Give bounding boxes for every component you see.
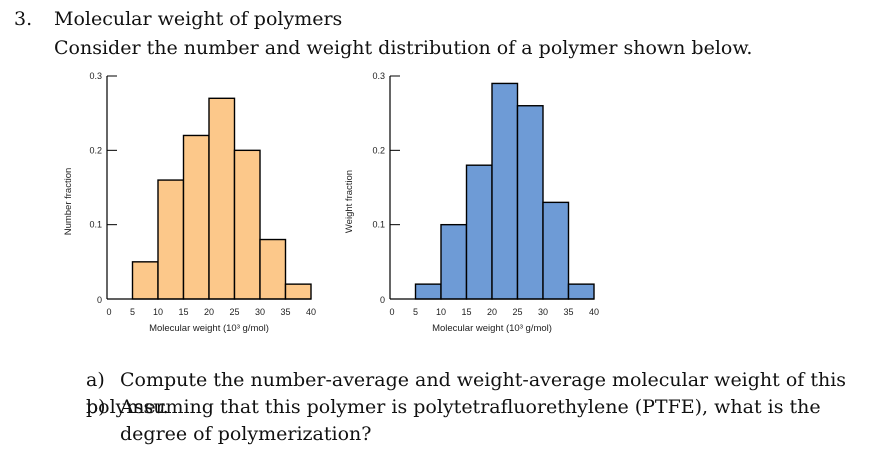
weight-bar: [516, 105, 544, 300]
weight-x-tick-label: 25: [512, 307, 522, 317]
number-bar: [182, 134, 210, 300]
number-x-tick-label: 20: [204, 307, 214, 317]
weight-y-tick-label: 0: [380, 295, 385, 305]
number-x-tick-label: 10: [153, 307, 163, 317]
part-b-text: Assuming that this polymer is polytetraf…: [120, 396, 821, 445]
part-a: a) Compute the number-average and weight-…: [86, 367, 870, 421]
number-bar: [208, 97, 236, 300]
question-title: Molecular weight of polymers: [54, 8, 343, 30]
number-x-tick-label: 15: [178, 307, 188, 317]
weight-x-tick-label: 35: [563, 307, 573, 317]
part-b-label: b): [86, 396, 106, 418]
number-x-tick-label: 5: [130, 307, 135, 317]
question-intro: Consider the number and weight distribut…: [54, 37, 753, 59]
weight-x-axis-label: Molecular weight (10³ g/mol): [432, 323, 552, 334]
number-bar: [233, 149, 261, 300]
number-y-tick-label: 0: [97, 295, 102, 305]
part-a-text: Compute the number-average and weight-av…: [86, 369, 847, 418]
number-x-tick-label: 40: [306, 307, 316, 317]
number-fraction-chart: 0 0.1 0.2 0.3 0 5 10 15 20 25 30 35 40 Molecular weig…: [63, 71, 316, 334]
weight-x-tick-label: 10: [436, 307, 446, 317]
number-bar: [157, 179, 185, 300]
question-number: 3.: [14, 8, 33, 30]
weight-bar: [542, 201, 570, 300]
part-a-label: a): [86, 369, 105, 391]
weight-y-tick-label: 0.2: [372, 145, 385, 155]
part-b: b) Assuming that this polymer is polytetr…: [86, 394, 856, 448]
number-bar: [131, 261, 159, 300]
weight-x-tick-label: 5: [413, 307, 418, 317]
weight-x-tick-label: 0: [389, 307, 394, 317]
weight-bar: [414, 283, 442, 300]
number-y-tick-label: 0.3: [89, 71, 102, 81]
number-y-axis-label: Number fraction: [63, 168, 74, 236]
weight-bar: [465, 164, 493, 300]
number-bar: [284, 283, 312, 300]
weight-x-tick-label: 15: [461, 307, 471, 317]
number-x-tick-label: 30: [255, 307, 265, 317]
number-x-axis-label: Molecular weight (10³ g/mol): [149, 323, 269, 334]
weight-bar: [567, 283, 595, 300]
weight-y-axis-label: Weight fraction: [344, 170, 355, 233]
weight-bar: [440, 223, 468, 300]
weight-x-tick-label: 20: [487, 307, 497, 317]
weight-fraction-chart: 0 0.1 0.2 0.3 0 5 10 15 20 25 30 35 40 Molecular weig…: [344, 71, 599, 334]
weight-x-tick-label: 40: [589, 307, 599, 317]
number-x-tick-label: 35: [280, 307, 290, 317]
weight-y-tick-label: 0.1: [372, 220, 385, 230]
weight-y-tick-label: 0.3: [372, 71, 385, 81]
weight-bar: [491, 82, 519, 300]
weight-x-tick-label: 30: [538, 307, 548, 317]
number-x-tick-label: 0: [106, 307, 111, 317]
number-bar: [259, 238, 287, 300]
number-x-tick-label: 25: [229, 307, 239, 317]
number-y-tick-label: 0.1: [89, 220, 102, 230]
number-y-tick-label: 0.2: [89, 145, 102, 155]
